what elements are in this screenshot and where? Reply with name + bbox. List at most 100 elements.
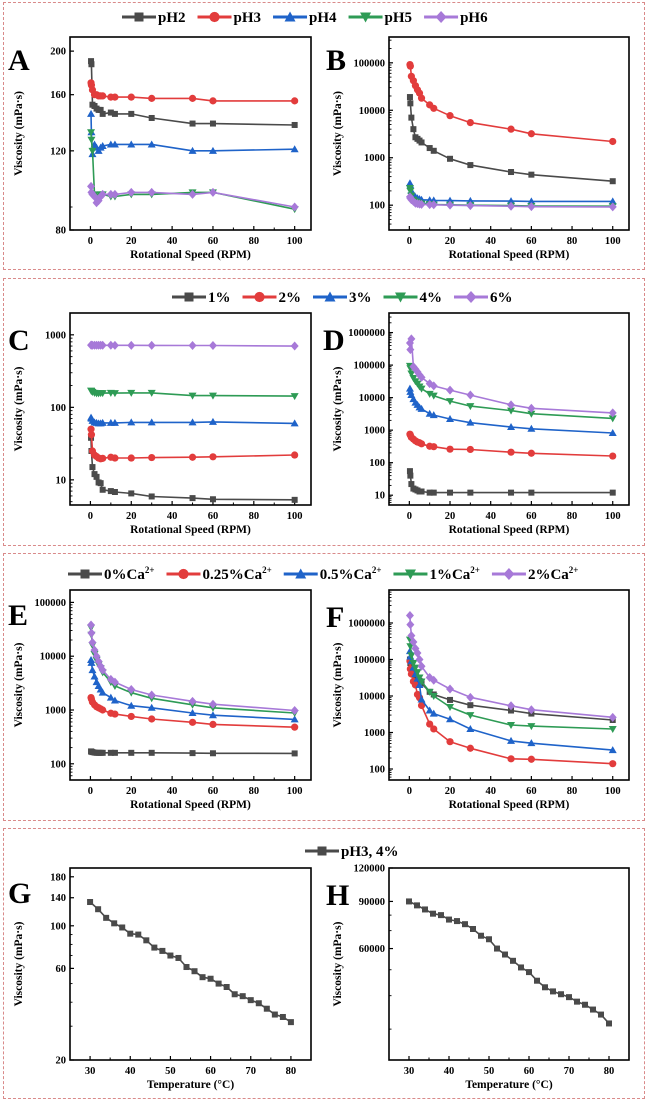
x-tick-label: 60 — [526, 511, 537, 522]
data-point — [528, 489, 535, 496]
data-point — [189, 495, 196, 502]
data-point — [167, 952, 174, 959]
data-point — [508, 707, 515, 714]
data-point — [409, 660, 418, 668]
data-point — [518, 964, 524, 971]
data-point — [148, 114, 155, 121]
data-point — [106, 340, 115, 350]
series-line — [90, 437, 295, 501]
data-point — [466, 118, 474, 127]
x-tick-label: 70 — [564, 1066, 575, 1077]
x-tick-label: 80 — [567, 786, 578, 797]
data-point — [209, 720, 217, 728]
x-tick-label: 50 — [484, 1066, 495, 1077]
x-tick-label: 60 — [208, 511, 219, 522]
data-point — [417, 678, 426, 686]
x-tick-label: 100 — [287, 236, 303, 247]
data-point — [98, 340, 107, 350]
x-tick-label: 100 — [287, 511, 303, 522]
data-point — [406, 94, 413, 101]
data-point — [406, 620, 415, 630]
y-tick-label: 1000000 — [348, 328, 385, 339]
legend-label: 2% — [279, 290, 302, 306]
data-point — [93, 473, 100, 480]
data-point — [97, 106, 104, 113]
data-point — [608, 746, 617, 754]
y-tick-label: 20 — [56, 1056, 67, 1067]
y-tick-label: 10000 — [40, 652, 66, 663]
data-point — [147, 340, 156, 350]
data-point — [430, 910, 436, 917]
data-point — [87, 658, 96, 666]
x-tick-label: 40 — [125, 1066, 136, 1077]
data-point — [209, 496, 216, 503]
y-tick-label: 1000 — [364, 426, 385, 437]
data-point — [98, 688, 107, 696]
data-point — [415, 674, 424, 682]
series-line — [90, 60, 295, 126]
legend-label: 0.25%Ca2+ — [202, 565, 271, 583]
legend-label: pH2 — [158, 10, 186, 26]
data-point — [208, 146, 217, 154]
y-tick-label: 100 — [369, 458, 385, 469]
x-tick-label: 0 — [88, 511, 93, 522]
x-tick-label: 100 — [605, 236, 621, 247]
data-point — [408, 481, 415, 488]
data-point — [87, 136, 96, 144]
data-point — [606, 1020, 612, 1027]
row-box-ph — [3, 2, 645, 270]
plot-frame — [388, 312, 630, 506]
row-box-calcium — [3, 553, 645, 821]
data-point — [422, 906, 428, 913]
panel-a: A 0 20 40 60 80 100 80 120 160 200 Rotational Speed… — [8, 36, 312, 261]
y-tick-label: 100 — [50, 759, 66, 770]
legend-marker — [324, 291, 336, 302]
y-tick-label: 180 — [50, 872, 66, 883]
data-point — [291, 750, 298, 757]
x-tick-label: 20 — [126, 786, 137, 797]
data-point — [467, 702, 474, 709]
x-axis-title: Rotational Speed (RPM) — [130, 249, 251, 261]
legend-marker — [317, 846, 327, 856]
data-point — [527, 130, 535, 138]
row-box-concentration — [3, 278, 645, 546]
panel-letter: H — [326, 879, 349, 912]
plot-frame — [388, 867, 630, 1061]
y-axis-title: Viscosity (mPa·s) — [13, 91, 25, 176]
data-point — [90, 672, 99, 680]
series-2- — [87, 425, 299, 463]
data-point — [291, 451, 299, 459]
legend-label: 0.5%Ca2+ — [320, 565, 382, 583]
y-tick-label: 100 — [50, 921, 66, 932]
data-point — [290, 341, 299, 351]
legend-entry: 0.5%Ca2+ — [283, 565, 382, 583]
data-point — [508, 489, 515, 496]
data-point — [127, 93, 135, 101]
data-point — [188, 340, 197, 350]
plot-frame — [69, 36, 312, 231]
series-line — [409, 471, 613, 494]
y-tick-label: 100 — [369, 765, 385, 776]
data-point — [574, 998, 580, 1005]
data-point — [454, 918, 460, 925]
legend-row-2: 0%Ca2+ 0.25%Ca2+ 0.5%Ca2+ 1%Ca2+ 2%Ca2+ — [68, 565, 578, 583]
data-point — [447, 155, 454, 162]
data-point — [426, 489, 433, 496]
data-point — [466, 692, 475, 702]
data-point — [507, 736, 516, 744]
data-point — [438, 912, 444, 919]
legend-marker — [360, 12, 372, 23]
data-point — [111, 710, 119, 718]
series-3- — [87, 413, 299, 427]
data-point — [417, 661, 426, 671]
data-point — [88, 666, 97, 674]
series-ph3-4- — [87, 899, 294, 1026]
data-point — [405, 647, 414, 655]
data-point — [128, 490, 135, 497]
y-axis-title: Viscosity (mPa·s) — [13, 921, 25, 1006]
y-tick-label: 100000 — [354, 58, 386, 69]
data-point — [127, 340, 136, 350]
data-point — [159, 947, 166, 954]
data-point — [462, 921, 468, 928]
data-point — [127, 418, 136, 426]
